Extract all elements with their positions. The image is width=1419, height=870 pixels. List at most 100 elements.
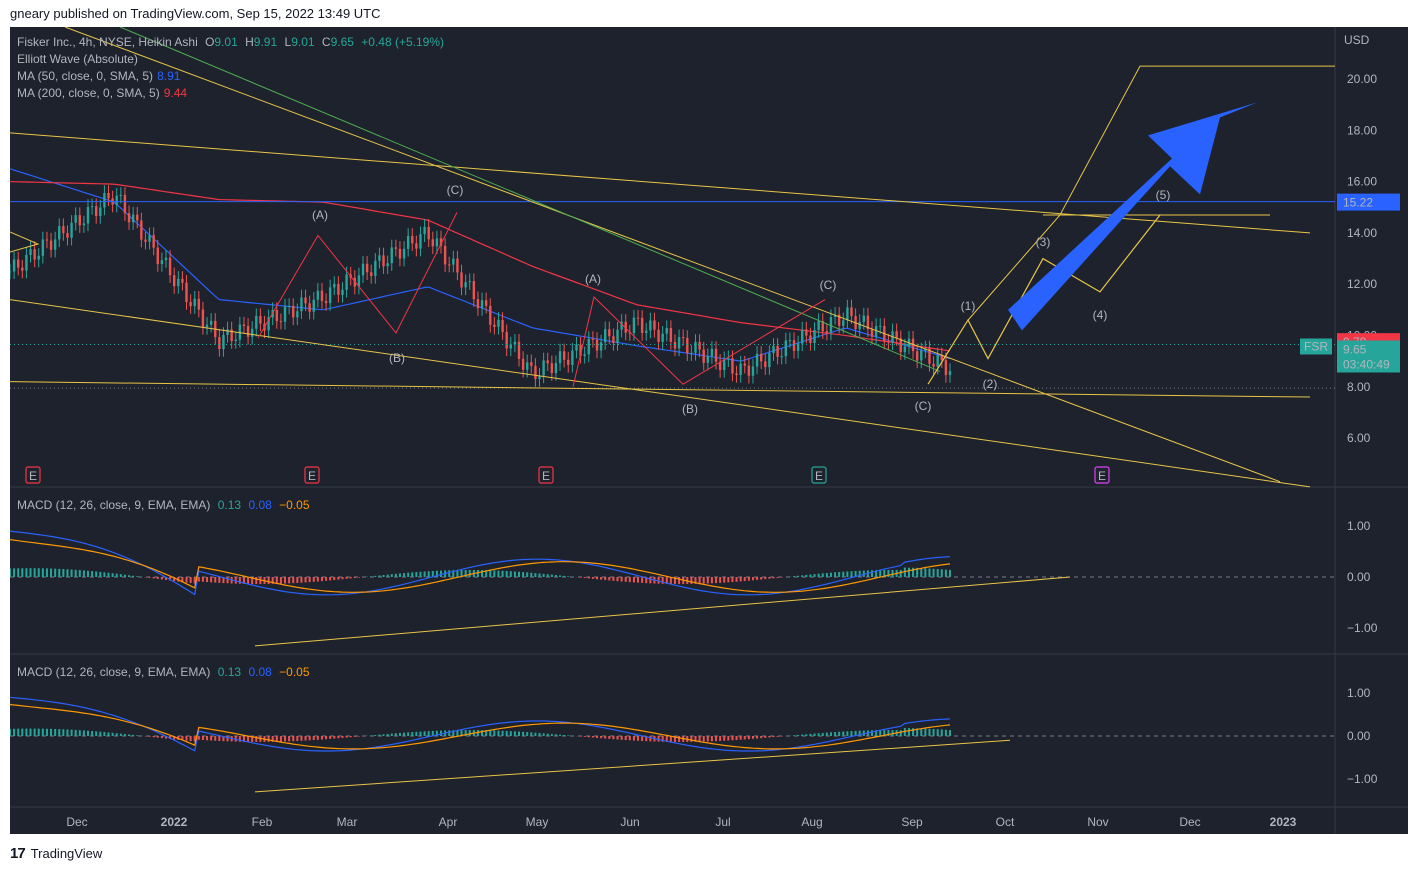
candle xyxy=(636,317,640,319)
candle xyxy=(665,328,668,334)
wave-label-red: (B) xyxy=(389,351,405,365)
ma50-line xyxy=(10,168,951,362)
chart-canvas[interactable]: USD20.0018.0016.0014.0012.0010.008.006.0… xyxy=(10,27,1408,834)
candle xyxy=(398,248,402,259)
candle xyxy=(140,220,143,240)
candle xyxy=(681,337,685,339)
candle xyxy=(378,255,381,261)
candle xyxy=(181,278,184,283)
candle xyxy=(300,297,303,312)
candle xyxy=(817,320,820,331)
candle xyxy=(489,305,492,325)
candle xyxy=(156,247,159,265)
candle xyxy=(928,348,931,364)
candle xyxy=(476,299,480,309)
candle xyxy=(587,338,590,355)
candle xyxy=(796,343,800,351)
wave-label-yellow: (2) xyxy=(983,377,998,391)
candle xyxy=(879,325,882,327)
macd2-legend[interactable]: MACD (12, 26, close, 9, EMA, EMA) 0.13 0… xyxy=(17,665,310,679)
candle xyxy=(751,366,755,376)
high-value: H9.91 xyxy=(245,35,278,49)
macd2-axis-tick: 1.00 xyxy=(1347,686,1371,700)
candle xyxy=(283,306,287,322)
candle xyxy=(562,351,566,360)
candle xyxy=(784,340,788,357)
candle xyxy=(365,263,369,273)
candle xyxy=(172,275,176,287)
time-axis-tick: Apr xyxy=(439,815,458,829)
candle xyxy=(571,350,574,365)
study-legend[interactable]: Elliott Wave (Absolute) xyxy=(17,52,138,66)
candle xyxy=(148,235,151,242)
candle xyxy=(222,334,225,349)
macd1-legend[interactable]: MACD (12, 26, close, 9, EMA, EMA) 0.13 0… xyxy=(17,498,310,512)
candle xyxy=(645,330,648,334)
candle xyxy=(829,317,833,333)
candle xyxy=(690,352,693,354)
candle xyxy=(468,281,471,283)
candle xyxy=(152,235,155,248)
candle xyxy=(431,239,434,247)
candle xyxy=(337,283,340,295)
tradingview-footer[interactable]: 17 TradingView xyxy=(10,845,102,862)
candle xyxy=(460,272,463,288)
candle xyxy=(731,358,734,374)
candle xyxy=(345,274,348,290)
candle xyxy=(862,315,865,322)
candle xyxy=(911,338,915,352)
candle xyxy=(718,361,722,371)
candle xyxy=(70,222,73,238)
macd2-hist: 0.13 xyxy=(217,665,242,679)
ma50-value: 8.91 xyxy=(157,69,181,83)
candle xyxy=(538,375,541,380)
chart-area[interactable]: USD20.0018.0016.0014.0012.0010.008.006.0… xyxy=(10,27,1408,834)
trend-line xyxy=(10,381,1311,398)
candle xyxy=(567,359,570,365)
candle xyxy=(833,314,837,318)
symbol-legend[interactable]: Fisker Inc., 4h, NYSE, Heikin Ashi O9.01… xyxy=(17,35,448,49)
candle xyxy=(673,341,677,349)
wave-label-red: (C) xyxy=(447,183,464,197)
macd1-macd: 0.08 xyxy=(248,498,272,512)
candle xyxy=(620,321,623,330)
candle xyxy=(357,275,361,287)
macd1-hist: 0.13 xyxy=(217,498,242,512)
ticker-tag xyxy=(1300,338,1332,355)
candle xyxy=(103,192,106,208)
candle xyxy=(456,258,459,273)
candle xyxy=(242,324,246,326)
candle xyxy=(17,259,20,268)
candle xyxy=(649,320,652,331)
candle xyxy=(698,341,701,350)
earnings-marker-label: E xyxy=(815,469,823,483)
candle xyxy=(95,206,98,217)
price-axis-currency: USD xyxy=(1344,33,1370,47)
candle xyxy=(99,207,102,217)
ma50-legend[interactable]: MA (50, close, 0, SMA, 5) 8.91 xyxy=(17,69,181,83)
candle xyxy=(66,233,69,238)
macd2-signal-line xyxy=(10,703,951,750)
candle xyxy=(312,299,315,312)
candle xyxy=(743,363,746,366)
candle xyxy=(558,351,562,364)
candle xyxy=(279,321,283,323)
low-value: L9.01 xyxy=(284,35,315,49)
open-value: O9.01 xyxy=(205,35,238,49)
price-axis-tick: 6.00 xyxy=(1347,431,1371,445)
projection-arrow xyxy=(1008,102,1258,331)
candle xyxy=(686,337,689,354)
candle xyxy=(123,194,127,214)
macd2-signal: −0.05 xyxy=(279,665,310,679)
candle xyxy=(292,305,295,318)
candle xyxy=(164,257,168,261)
candle xyxy=(230,329,233,342)
candle xyxy=(78,215,81,226)
candle xyxy=(772,345,775,354)
candle xyxy=(895,331,898,339)
ma200-legend[interactable]: MA (200, close, 0, SMA, 5) 9.44 xyxy=(17,86,188,100)
candle xyxy=(583,354,586,356)
candle xyxy=(86,206,90,224)
time-axis-tick: Dec xyxy=(66,815,87,829)
candle xyxy=(45,239,49,241)
